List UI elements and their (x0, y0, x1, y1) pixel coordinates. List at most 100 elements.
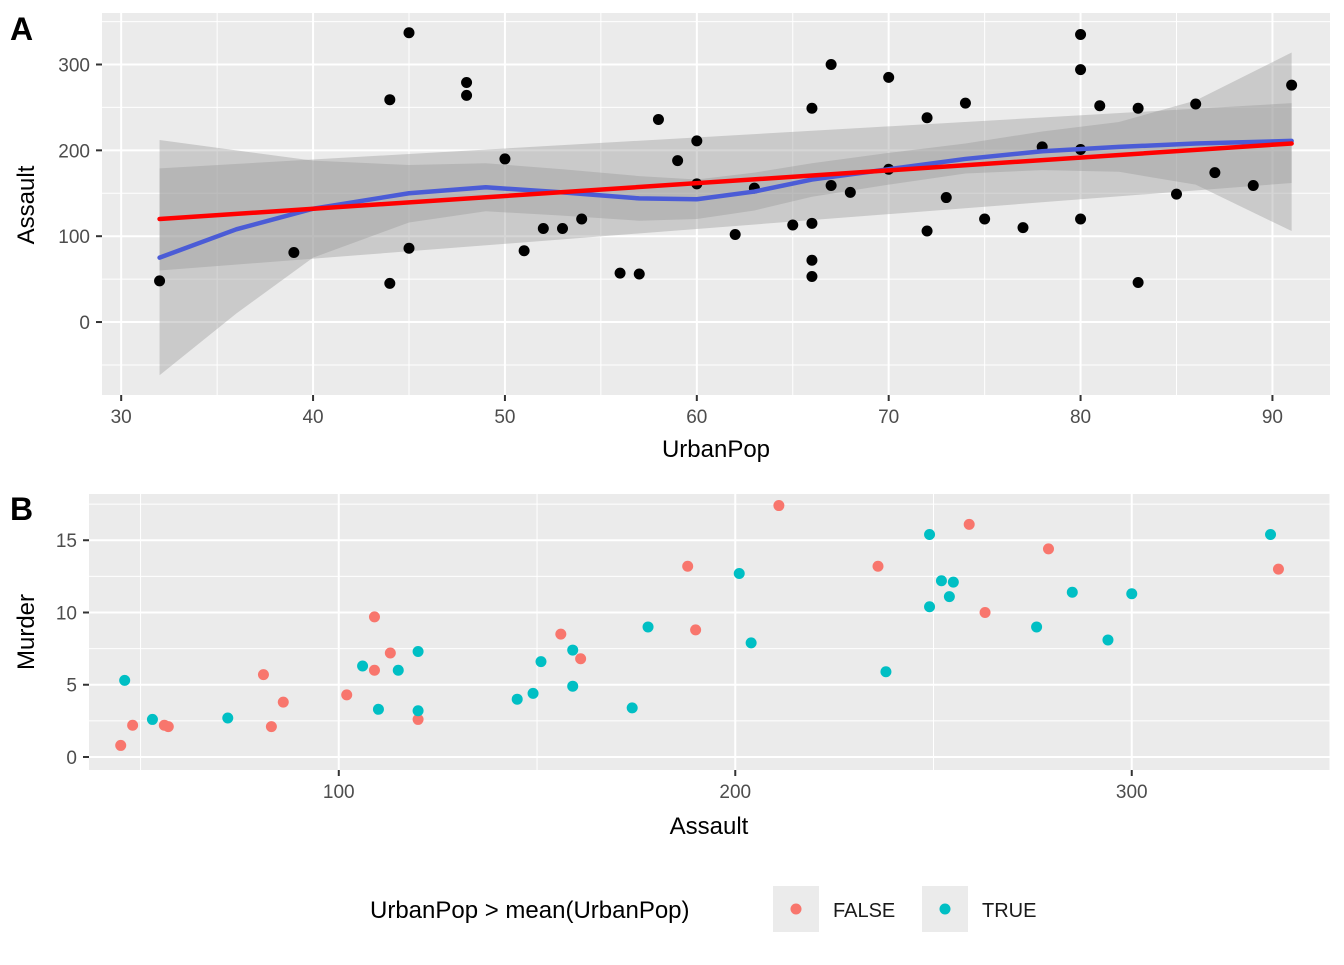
data-point-true (924, 528, 936, 540)
data-point (806, 271, 818, 283)
data-point (1075, 28, 1087, 40)
panel-a-y-ticks: 0 100 200 300 (58, 56, 102, 334)
data-point (1094, 100, 1106, 112)
x-tick-label: 300 (1116, 782, 1148, 803)
panel-b-y-ticks: 0 5 10 15 (56, 531, 89, 769)
data-point (1190, 98, 1202, 110)
data-point (1171, 188, 1182, 200)
data-point-true (119, 674, 131, 686)
linear-fit-confidence-band (159, 103, 1292, 271)
panel-b-x-ticks: 100 200 300 (323, 770, 1148, 803)
data-point (1075, 64, 1087, 76)
data-point (288, 247, 300, 259)
panel-a-points (154, 27, 1298, 289)
data-point-false (115, 739, 127, 751)
x-tick-label: 30 (111, 407, 132, 428)
data-point-true (745, 637, 757, 649)
data-point-true (642, 621, 654, 633)
data-point (787, 219, 799, 231)
panel-b-tag: B (10, 491, 33, 527)
x-tick-label: 200 (719, 782, 751, 803)
data-point-true (733, 567, 745, 579)
legend-title: UrbanPop > mean(UrbanPop) (370, 897, 690, 924)
data-point-false (1042, 543, 1054, 555)
loess-smooth-line (157, 138, 1294, 260)
data-point-false (368, 611, 380, 623)
data-point (1132, 277, 1144, 289)
data-point (1075, 213, 1087, 225)
data-point (806, 217, 818, 229)
panel-b-points (115, 500, 1284, 751)
data-point-true (567, 680, 579, 692)
y-tick-label: 0 (79, 313, 90, 334)
legend-swatch-false (790, 903, 802, 915)
data-point (154, 275, 166, 287)
data-point (652, 113, 664, 125)
data-point-true (880, 666, 892, 678)
panel-a: A 30 40 50 60 70 80 90 0 100 200 300 UrbanPop Ass… (10, 11, 1330, 463)
data-point (518, 245, 530, 257)
data-point-true (222, 712, 234, 724)
data-point-false (979, 606, 991, 618)
data-point-true (1102, 634, 1114, 646)
data-point-false (412, 713, 424, 725)
data-point-true (626, 702, 638, 714)
data-point (633, 268, 645, 280)
x-tick-label: 70 (878, 407, 899, 428)
y-tick-label: 200 (58, 141, 90, 162)
data-point (806, 254, 818, 266)
data-point (1247, 180, 1259, 192)
data-point-true (567, 644, 579, 656)
data-point-false (127, 719, 139, 731)
data-point-true (947, 576, 959, 588)
data-point-false (682, 560, 694, 572)
data-point-false (368, 664, 380, 676)
data-point (384, 94, 396, 106)
panel-a-confidence-bands (159, 52, 1292, 376)
legend-swatch-true (939, 903, 951, 915)
data-point-true (1066, 586, 1078, 598)
y-tick-label: 100 (58, 227, 90, 248)
data-point (825, 59, 837, 71)
data-point (461, 89, 473, 101)
data-point (844, 186, 856, 198)
data-point (940, 192, 952, 204)
data-point (403, 27, 415, 39)
data-point-false (690, 624, 702, 636)
loess-confidence-band (159, 52, 1292, 376)
data-point (921, 225, 933, 237)
x-tick-label: 90 (1262, 407, 1283, 428)
data-point (1017, 222, 1029, 234)
data-point-true (1265, 528, 1277, 540)
data-point-false (872, 560, 884, 572)
data-point-true (146, 713, 158, 725)
panel-a-fit-lines (157, 138, 1294, 260)
data-point (672, 155, 684, 167)
data-point-true (535, 656, 547, 668)
data-point (1132, 102, 1144, 114)
legend-label-false: FALSE (833, 900, 895, 922)
data-point-false (575, 653, 587, 665)
data-point (729, 228, 741, 240)
panel-a-gridlines (102, 13, 1330, 395)
panel-b-y-axis-label: Murder (13, 594, 40, 670)
x-tick-label: 80 (1070, 407, 1091, 428)
legend-label-true: TRUE (982, 900, 1036, 922)
data-point (806, 102, 818, 114)
linear-fit-line (157, 141, 1294, 222)
panel-b: B 100 200 300 0 5 10 15 Assault Murder (10, 491, 1331, 840)
legend: UrbanPop > mean(UrbanPop) FALSE TRUE (370, 886, 1036, 932)
data-point (825, 180, 837, 192)
panel-a-y-axis-label: Assault (13, 165, 40, 244)
panel-b-gridlines (89, 494, 1331, 770)
y-tick-label: 300 (58, 56, 90, 77)
x-tick-label: 100 (323, 782, 355, 803)
panel-a-x-ticks: 30 40 50 60 70 80 90 (111, 395, 1283, 428)
y-tick-label: 0 (66, 748, 77, 769)
panel-a-tag: A (10, 11, 33, 47)
y-tick-label: 10 (56, 603, 77, 624)
data-point-false (257, 669, 269, 681)
data-point-true (943, 591, 955, 603)
data-point-true (357, 660, 369, 672)
